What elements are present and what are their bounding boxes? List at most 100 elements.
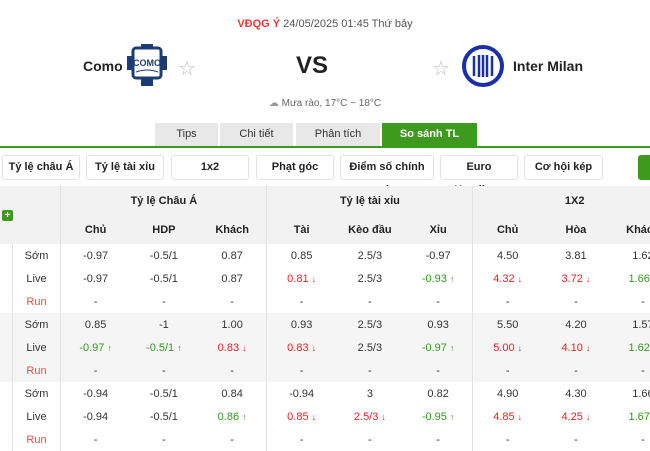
filter-corners[interactable]: Phạt góc xyxy=(256,155,334,180)
odds-cell[interactable]: 1.66↑ xyxy=(610,267,650,290)
odds-cell[interactable]: 4.90 xyxy=(472,382,542,405)
odds-cell[interactable]: - xyxy=(129,359,198,382)
odds-cell[interactable]: - xyxy=(130,290,198,313)
odds-cell[interactable]: 1.66 xyxy=(610,382,650,405)
odds-cell[interactable]: 0.93 xyxy=(403,313,473,336)
odds-cell[interactable]: 0.82 xyxy=(404,382,473,405)
como-logo-icon[interactable]: COMO xyxy=(127,44,167,86)
odds-cell[interactable]: - xyxy=(336,290,404,313)
favorite-home-star-icon[interactable]: ☆ xyxy=(178,58,196,80)
home-team-name[interactable]: Como xyxy=(83,58,123,74)
odds-cell[interactable]: - xyxy=(198,428,267,451)
odds-cell[interactable]: -0.5/1 ↑ xyxy=(129,336,198,359)
odds-cell[interactable]: - xyxy=(403,359,473,382)
odds-cell[interactable]: 4.50 xyxy=(472,244,542,267)
odds-cell[interactable]: 0.81 ↓ xyxy=(266,267,336,290)
odds-cell[interactable]: 0.84 xyxy=(198,382,267,405)
odds-cell[interactable]: 4.25 ↓ xyxy=(542,405,610,428)
odds-cell[interactable]: 1.00 xyxy=(197,313,267,336)
odds-cell[interactable]: -1 xyxy=(129,313,198,336)
odds-cell[interactable]: -0.5/1 xyxy=(130,382,198,405)
odds-cell[interactable]: 3.72 ↓ xyxy=(542,267,610,290)
odds-cell[interactable]: -0.97 xyxy=(60,244,130,267)
league-name[interactable]: VĐQG Ý xyxy=(237,18,281,30)
odds-cell[interactable]: - xyxy=(472,290,542,313)
odds-cell[interactable]: 1.57 xyxy=(609,313,650,336)
odds-cell[interactable]: 4.30 xyxy=(542,382,610,405)
odds-cell[interactable]: -0.94 xyxy=(60,382,130,405)
odds-cell[interactable]: 5.50 xyxy=(472,313,542,336)
odds-cell[interactable]: -0.5/1 xyxy=(130,405,198,428)
odds-cell[interactable]: - xyxy=(197,359,267,382)
filter-asian-handicap[interactable]: Tỷ lệ châu Á xyxy=(2,155,80,180)
tab-tips[interactable]: Tips xyxy=(155,123,218,146)
odds-cell[interactable]: 0.85 xyxy=(60,313,130,336)
odds-cell[interactable]: -0.93 ↑ xyxy=(404,267,473,290)
odds-cell[interactable]: - xyxy=(609,359,650,382)
odds-cell[interactable]: 0.93 xyxy=(266,313,336,336)
odds-cell[interactable]: - xyxy=(266,428,336,451)
odds-cell[interactable]: - xyxy=(472,428,542,451)
odds-cell[interactable]: 4.10 ↓ xyxy=(541,336,610,359)
odds-cell[interactable]: 1.62 xyxy=(610,244,650,267)
odds-cell[interactable]: - xyxy=(60,359,130,382)
odds-cell[interactable]: 2.5/3 xyxy=(336,244,404,267)
odds-cell[interactable]: -0.94 xyxy=(266,382,336,405)
odds-cell[interactable]: 3 xyxy=(336,382,404,405)
odds-cell[interactable]: -0.97 xyxy=(60,267,130,290)
odds-cell[interactable]: - xyxy=(541,359,610,382)
odds-cell[interactable]: 1.67↑ xyxy=(610,405,650,428)
filter-over-under[interactable]: Tỷ lệ tài xỉu xyxy=(86,155,164,180)
odds-cell[interactable]: 4.20 xyxy=(541,313,610,336)
filter-correct-score[interactable]: Điểm số chính xác xyxy=(340,155,434,196)
odds-cell[interactable]: - xyxy=(266,359,336,382)
odds-cell[interactable]: - xyxy=(60,428,130,451)
tab-odds-compare[interactable]: So sánh TL xyxy=(382,123,477,146)
odds-cell[interactable]: -0.5/1 xyxy=(130,267,198,290)
odds-cell[interactable]: - xyxy=(130,428,198,451)
odds-cell[interactable]: -0.5/1 xyxy=(130,244,198,267)
odds-cell[interactable]: 3.81 xyxy=(542,244,610,267)
odds-cell[interactable]: -0.97 ↑ xyxy=(60,336,130,359)
odds-cell[interactable]: - xyxy=(472,359,542,382)
odds-cell[interactable]: -0.94 xyxy=(60,405,130,428)
odds-cell[interactable]: 4.32 ↓ xyxy=(472,267,542,290)
odds-cell[interactable]: 2.5/3 xyxy=(336,267,404,290)
odds-cell[interactable]: - xyxy=(335,359,404,382)
odds-cell[interactable]: 2.5/3 xyxy=(335,336,404,359)
odds-cell[interactable]: 0.87 xyxy=(198,267,267,290)
odds-cell[interactable]: - xyxy=(404,290,473,313)
odds-cell[interactable]: - xyxy=(198,290,267,313)
odds-cell[interactable]: 0.85 ↓ xyxy=(266,405,336,428)
odds-cell[interactable]: - xyxy=(404,428,473,451)
odds-cell[interactable]: - xyxy=(336,428,404,451)
more-filters-button[interactable] xyxy=(638,155,650,180)
odds-cell[interactable]: 0.83 ↓ xyxy=(197,336,267,359)
inter-milan-logo-icon[interactable] xyxy=(462,45,504,87)
odds-cell[interactable]: -0.97 xyxy=(404,244,473,267)
odds-cell[interactable]: - xyxy=(542,428,610,451)
filter-euro-handicap[interactable]: Euro Handicap xyxy=(440,155,518,196)
odds-cell[interactable]: -0.95 ↑ xyxy=(404,405,473,428)
tab-details[interactable]: Chi tiết xyxy=(220,123,293,146)
filter-1x2[interactable]: 1x2 xyxy=(171,155,249,180)
odds-cell[interactable]: 0.86 ↑ xyxy=(198,405,267,428)
away-team-name[interactable]: Inter Milan xyxy=(513,58,584,74)
odds-cell[interactable]: - xyxy=(610,290,650,313)
odds-cell[interactable]: -0.97 ↑ xyxy=(403,336,473,359)
odds-cell[interactable]: - xyxy=(266,290,336,313)
odds-cell[interactable]: 0.83 ↓ xyxy=(266,336,336,359)
odds-cell[interactable]: 2.5/3 ↓ xyxy=(336,405,404,428)
odds-cell[interactable]: 0.85 xyxy=(266,244,336,267)
filter-double-chance[interactable]: Cơ hội kép xyxy=(524,155,603,180)
odds-cell[interactable]: 2.5/3 xyxy=(335,313,404,336)
favorite-away-star-icon[interactable]: ☆ xyxy=(432,58,450,80)
odds-cell[interactable]: 0.87 xyxy=(198,244,267,267)
odds-cell[interactable]: 1.62↑ xyxy=(609,336,650,359)
odds-cell[interactable]: - xyxy=(542,290,610,313)
tab-analysis[interactable]: Phân tích xyxy=(296,123,380,146)
expand-plus-icon[interactable]: + xyxy=(2,210,13,221)
odds-cell[interactable]: 5.00 ↓ xyxy=(472,336,542,359)
odds-cell[interactable]: - xyxy=(60,290,130,313)
odds-cell[interactable]: 4.85 ↓ xyxy=(472,405,542,428)
